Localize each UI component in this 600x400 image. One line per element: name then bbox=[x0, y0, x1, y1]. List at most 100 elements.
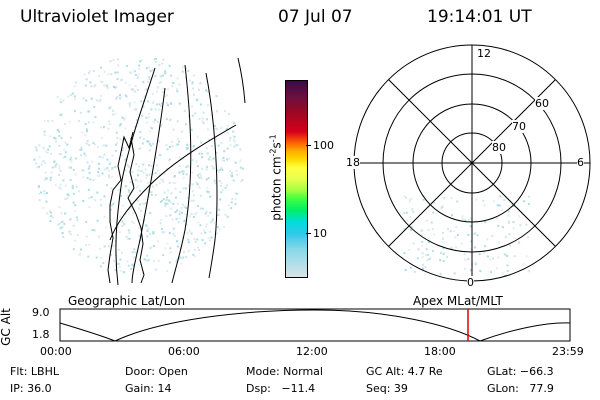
speckle bbox=[187, 184, 190, 187]
speckle bbox=[200, 141, 203, 144]
speckle bbox=[219, 184, 222, 187]
speckle bbox=[58, 144, 61, 147]
speckle bbox=[157, 259, 160, 262]
speckle bbox=[497, 224, 500, 227]
speckle bbox=[46, 192, 48, 195]
speckle bbox=[197, 221, 200, 224]
speckle bbox=[492, 257, 495, 260]
speckle bbox=[79, 252, 82, 255]
speckle bbox=[87, 255, 90, 258]
speckle bbox=[147, 259, 150, 262]
speckle bbox=[136, 186, 139, 189]
speckle bbox=[128, 191, 131, 194]
speckle bbox=[198, 152, 201, 155]
speckle bbox=[154, 61, 157, 63]
speckle bbox=[171, 218, 174, 221]
speckle bbox=[403, 228, 406, 230]
speckle bbox=[77, 120, 80, 123]
speckle bbox=[182, 170, 185, 173]
speckle bbox=[170, 207, 173, 210]
speckle bbox=[128, 231, 131, 234]
speckle bbox=[162, 58, 165, 61]
speckle bbox=[49, 220, 52, 222]
speckle bbox=[506, 264, 509, 267]
speckle bbox=[512, 227, 515, 230]
speckle bbox=[450, 197, 453, 200]
speckle bbox=[163, 231, 166, 234]
speckle bbox=[123, 117, 126, 120]
speckle bbox=[96, 145, 99, 148]
speckle bbox=[197, 174, 200, 177]
speckle bbox=[456, 200, 459, 203]
speckle bbox=[177, 143, 179, 146]
dsp-info: Dsp: −11.4 bbox=[246, 382, 316, 395]
speckle bbox=[226, 132, 229, 135]
speckle bbox=[484, 245, 487, 248]
speckle bbox=[133, 89, 136, 92]
speckle bbox=[441, 232, 444, 234]
speckle bbox=[110, 187, 113, 190]
speckle bbox=[425, 219, 428, 222]
speckle bbox=[210, 221, 213, 224]
speckle bbox=[46, 151, 49, 154]
speckle bbox=[218, 228, 221, 231]
speckle bbox=[205, 168, 208, 171]
speckle bbox=[158, 81, 161, 84]
speckle bbox=[442, 260, 445, 263]
speckle bbox=[59, 183, 62, 186]
speckle bbox=[196, 238, 199, 241]
speckle bbox=[89, 178, 92, 181]
speckle bbox=[166, 269, 169, 272]
speckle bbox=[182, 187, 185, 190]
speckle bbox=[43, 133, 46, 136]
speckle bbox=[97, 174, 100, 177]
speckle bbox=[38, 165, 40, 168]
speckle bbox=[108, 120, 111, 123]
speckle bbox=[109, 208, 112, 211]
speckle bbox=[217, 214, 220, 216]
speckle bbox=[49, 210, 51, 213]
speckle bbox=[200, 232, 203, 235]
speckle bbox=[224, 186, 227, 189]
speckle bbox=[142, 105, 145, 108]
speckle bbox=[58, 134, 61, 137]
speckle bbox=[470, 240, 473, 243]
speckle bbox=[472, 233, 475, 236]
speckle bbox=[44, 150, 47, 153]
speckle bbox=[185, 173, 188, 176]
speckle bbox=[439, 259, 442, 262]
speckle bbox=[463, 252, 466, 255]
speckle bbox=[464, 258, 466, 261]
speckle bbox=[161, 179, 164, 182]
speckle bbox=[140, 59, 143, 62]
speckle bbox=[151, 92, 154, 95]
speckle bbox=[91, 229, 94, 231]
speckle bbox=[110, 73, 113, 76]
speckle bbox=[132, 212, 135, 215]
speckle bbox=[71, 92, 74, 95]
speckle bbox=[176, 77, 179, 80]
speckle bbox=[229, 174, 232, 177]
speckle bbox=[241, 167, 244, 170]
speckle bbox=[223, 159, 226, 162]
speckle bbox=[72, 201, 75, 204]
speckle bbox=[523, 200, 526, 203]
lat-label-80: 80 bbox=[492, 141, 506, 154]
speckle bbox=[176, 90, 179, 93]
speckle bbox=[140, 100, 143, 103]
speckle bbox=[204, 242, 207, 245]
speckle bbox=[429, 256, 432, 259]
gain-info: Gain: 14 bbox=[125, 382, 172, 395]
speckle bbox=[421, 252, 424, 255]
speckle bbox=[209, 195, 212, 198]
speckle bbox=[93, 70, 96, 72]
speckle bbox=[120, 269, 123, 272]
speckle bbox=[165, 199, 168, 202]
speckle bbox=[124, 158, 127, 161]
speckle bbox=[149, 144, 152, 147]
mlt-label-18: 18 bbox=[346, 156, 360, 169]
speckle bbox=[409, 215, 412, 218]
speckle bbox=[233, 140, 236, 143]
speckle bbox=[86, 161, 89, 164]
speckle bbox=[201, 156, 204, 159]
